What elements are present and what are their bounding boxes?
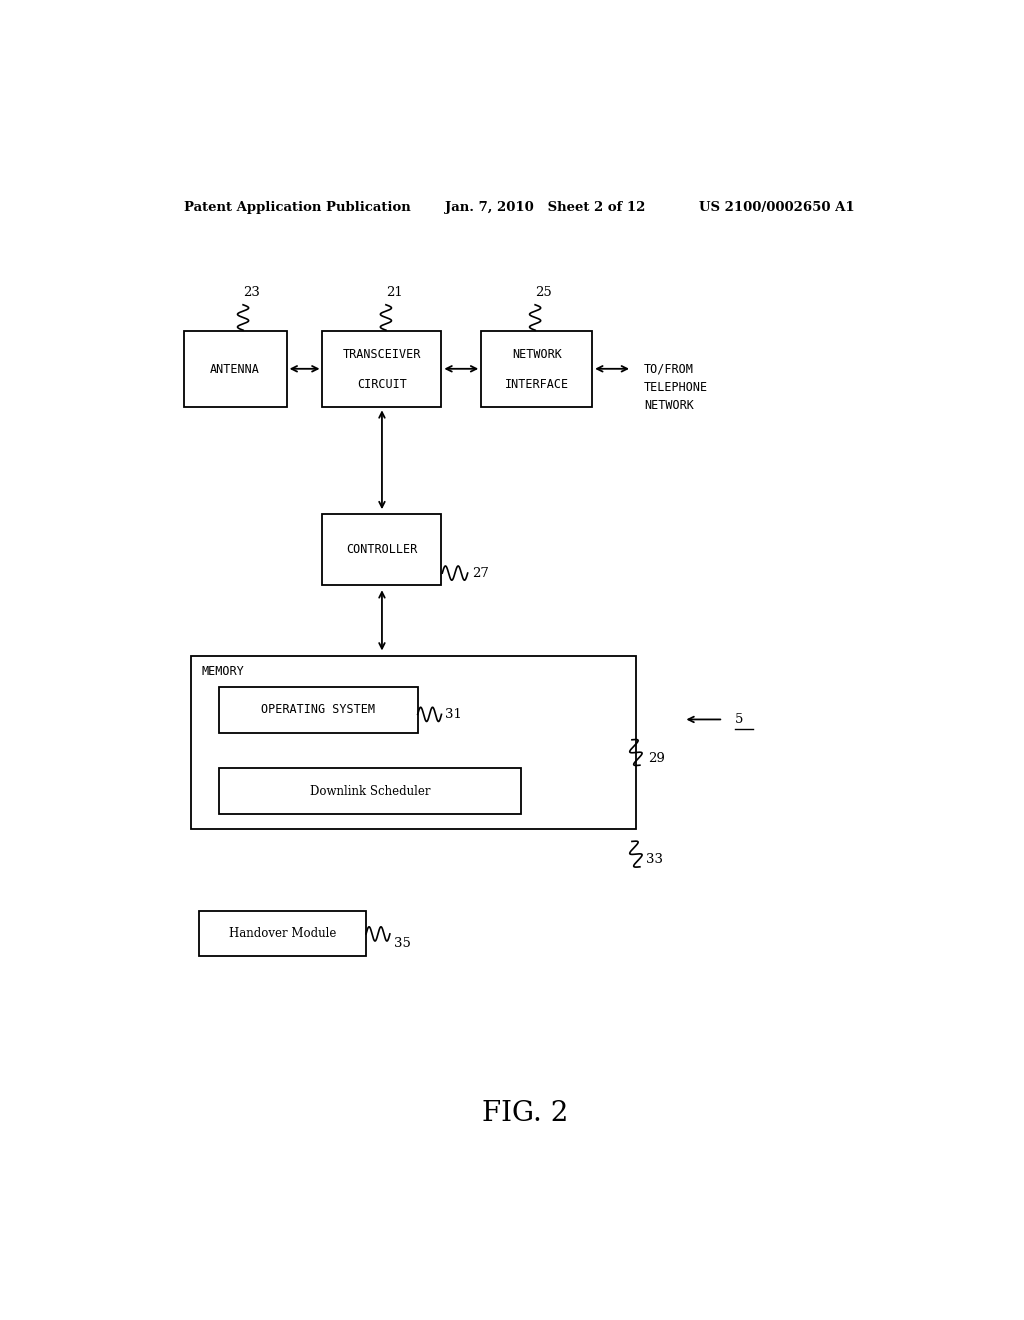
Text: Handover Module: Handover Module <box>229 927 337 940</box>
Text: 35: 35 <box>394 937 411 949</box>
Text: 21: 21 <box>386 286 402 300</box>
Bar <box>323 515 441 585</box>
Text: Downlink Scheduler: Downlink Scheduler <box>310 784 430 797</box>
Bar <box>219 686 418 733</box>
Text: 25: 25 <box>536 286 552 300</box>
Text: Jan. 7, 2010   Sheet 2 of 12: Jan. 7, 2010 Sheet 2 of 12 <box>445 201 646 214</box>
Bar <box>191 656 636 829</box>
Text: TO/FROM: TO/FROM <box>644 362 693 375</box>
Text: Patent Application Publication: Patent Application Publication <box>183 201 411 214</box>
Text: 33: 33 <box>646 853 664 866</box>
Text: TRANSCEIVER

CIRCUIT: TRANSCEIVER CIRCUIT <box>343 347 421 391</box>
Bar <box>323 331 441 408</box>
Text: MEMORY: MEMORY <box>201 664 244 677</box>
Text: FIG. 2: FIG. 2 <box>481 1101 568 1127</box>
Bar <box>219 768 521 814</box>
Text: OPERATING SYSTEM: OPERATING SYSTEM <box>261 704 376 717</box>
Text: NETWORK: NETWORK <box>644 399 693 412</box>
Bar <box>481 331 592 408</box>
Bar <box>200 911 367 956</box>
Text: CONTROLLER: CONTROLLER <box>346 544 418 556</box>
Text: 5: 5 <box>735 713 743 726</box>
Bar <box>183 331 287 408</box>
Text: 27: 27 <box>472 566 488 579</box>
Text: US 2100/0002650 A1: US 2100/0002650 A1 <box>699 201 855 214</box>
Text: ANTENNA: ANTENNA <box>210 363 260 376</box>
Text: TELEPHONE: TELEPHONE <box>644 380 708 393</box>
Text: NETWORK

INTERFACE: NETWORK INTERFACE <box>505 347 568 391</box>
Text: 29: 29 <box>648 751 665 764</box>
Text: 23: 23 <box>243 286 260 300</box>
Text: 31: 31 <box>445 708 462 721</box>
